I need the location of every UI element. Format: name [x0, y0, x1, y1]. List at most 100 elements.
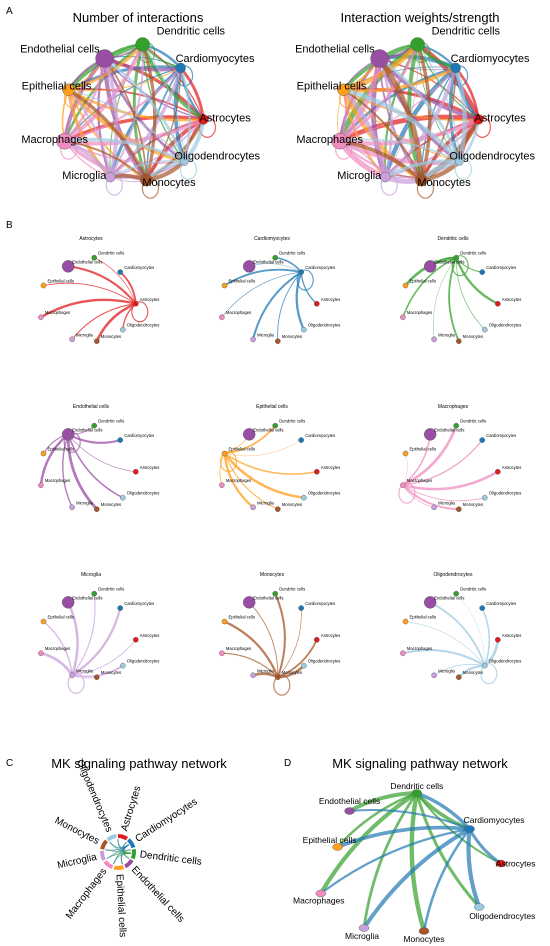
panel-letter-a: A [6, 6, 13, 17]
node-monocytes [456, 506, 462, 512]
node-macrophages [38, 314, 44, 320]
edge-astrocytes-to-microglia [71, 303, 136, 340]
edge-microglia-to-epithelial-cells [67, 88, 112, 178]
nodes [400, 422, 501, 512]
self-loop-monocytes [273, 674, 291, 696]
label-microglia: Microglia [257, 668, 274, 673]
edge-monocytes-to-cardiomyocytes [145, 67, 182, 181]
node-epithelial-cells [62, 83, 75, 96]
node-oligodendrocytes [482, 494, 488, 501]
panel-b-title-macrophages: Macrophages [438, 404, 469, 410]
node-macrophages [38, 482, 44, 488]
node-endothelial-cells [243, 596, 256, 609]
edge-epithelial-cells-to-cardiomyocytes [68, 67, 181, 92]
label-monocytes: Monocytes [101, 334, 121, 339]
label-microglia: Microglia [337, 170, 382, 182]
node-astrocytes [495, 859, 507, 868]
edges [40, 257, 149, 342]
edge-monocytes-to-macrophages [221, 652, 279, 678]
label-oligodendrocytes: Oligodendrocytes [308, 659, 341, 664]
edge-cardiomyocytes-to-monocytes [422, 828, 471, 932]
edge-dendritic-cells-to-macrophages [402, 256, 457, 318]
label-oligodendrocytes: Oligodendrocytes [127, 323, 160, 328]
node-cardiomyocytes [479, 437, 485, 443]
edge-cardiomyocytes-to-monocytes [277, 271, 302, 342]
label-monocytes: Monocytes [463, 670, 483, 675]
panel-b-graph-endothelial-cells: Astrocytes Cardiomyocytes Dendritic cells E… [38, 419, 159, 512]
node-epithelial-cells [221, 282, 228, 289]
edge-microglia-to-macrophages [40, 651, 74, 677]
node-oligodendrocytes [482, 326, 488, 333]
label-cardiomyocytes: Cardiomyocytes [305, 433, 335, 438]
edge-cardiomyocytes-to-oligodendrocytes [466, 828, 482, 908]
node-cardiomyocytes [298, 437, 304, 443]
node-dendritic-cells [91, 254, 97, 261]
node-epithelial-cells [40, 282, 47, 289]
edge-monocytes-to-dendritic-cells [141, 43, 157, 181]
label-dendritic-cells: Dendritic cells [98, 587, 124, 592]
node-macrophages [400, 650, 406, 656]
node-macrophages [219, 650, 225, 656]
edge-macrophages-to-monocytes [402, 484, 459, 511]
label-dendritic-cells: Dendritic cells [157, 25, 226, 37]
node-dendritic-cells [135, 37, 150, 52]
edge-dendritic-cells-to-endothelial-cells [348, 791, 417, 813]
labels: Astrocytes Cardiomyocytes Dendritic cells E… [20, 25, 260, 189]
node-macrophages [219, 314, 225, 320]
sector-microglia [100, 850, 106, 861]
edge-oligodendrocytes-to-dendritic-cells [142, 44, 185, 162]
edge-monocytes-to-dendritic-cells [274, 593, 286, 678]
edge-endothelial-cells-to-astrocytes [104, 58, 204, 120]
panel-letter-d: D [284, 758, 292, 769]
node-macrophages [331, 132, 348, 150]
sector-astrocytes [117, 834, 129, 841]
label-epithelial-cells: Epithelial cells [48, 615, 75, 620]
edge-cardiomyocytes-to-macrophages [221, 271, 302, 318]
label-oligodendrocytes: Oligodendrocytes [174, 150, 260, 162]
label-epithelial-cells: Epithelial cells [410, 279, 437, 284]
node-oligodendrocytes [120, 326, 126, 333]
node-endothelial-cells [62, 428, 75, 441]
self-loop-microglia [67, 672, 85, 694]
edge-oligodendrocytes-to-macrophages [402, 649, 486, 667]
edge-endothelial-cells-to-monocytes [66, 434, 98, 511]
edge-oligodendrocytes-to-dendritic-cells [417, 44, 461, 162]
label-monocytes: Monocytes [101, 502, 121, 507]
panel-d-label-monocytes: Monocytes [403, 934, 444, 944]
node-cardiomyocytes [175, 62, 186, 74]
edge-epithelial-cells-to-dendritic-cells [224, 425, 276, 455]
panel-d-label-cardiomyocytes: Cardiomyocytes [464, 815, 525, 825]
edge-dendritic-cells-to-astrocytes [455, 257, 499, 305]
label-endothelial-cells: Endothelial cells [434, 595, 464, 600]
node-macrophages [315, 889, 326, 898]
panel-b-title-monocytes: Monocytes [260, 572, 285, 578]
edges [398, 425, 499, 511]
label-epithelial-cells: Epithelial cells [297, 81, 367, 93]
panel-d-label-dendritic-cells: Dendritic cells [390, 781, 443, 791]
node-microglia [431, 672, 437, 679]
label-endothelial-cells: Endothelial cells [253, 427, 283, 432]
edge-monocytes-to-cardiomyocytes [277, 608, 302, 678]
label-microglia: Microglia [76, 500, 93, 505]
panel-a-interaction-count-network: Astrocytes Cardiomyocytes Dendritic cells E… [20, 25, 261, 199]
edge-oligodendrocytes-to-macrophages [64, 137, 186, 163]
label-monocytes: Monocytes [463, 502, 483, 507]
node-microglia [105, 171, 116, 183]
label-cardiomyocytes: Cardiomyocytes [486, 265, 516, 270]
label-cardiomyocytes: Cardiomyocytes [486, 601, 516, 606]
panel-d-label-endothelial-cells: Endothelial cells [319, 796, 380, 806]
node-monocytes [415, 173, 428, 187]
panel-d-label-astrocytes: Astrocytes [496, 859, 536, 869]
edge-macrophages-to-endothelial-cells [337, 58, 383, 143]
panel-c-label-microglia: Microglia [56, 852, 98, 872]
node-monocytes [275, 506, 281, 512]
label-cardiomyocytes: Cardiomyocytes [451, 53, 530, 65]
nodes [56, 37, 209, 187]
edge-cardiomyocytes-to-astrocytes [300, 272, 318, 305]
node-monocytes [94, 506, 100, 512]
edge-astrocytes-to-dendritic-cells [94, 257, 137, 304]
edge-oligodendrocytes-to-epithelial-cells [405, 621, 486, 666]
edge-endothelial-cells-to-astrocytes [67, 434, 136, 473]
label-oligodendrocytes: Oligodendrocytes [308, 323, 341, 328]
panel-b-title-dendritic-cells: Dendritic cells [437, 236, 469, 242]
